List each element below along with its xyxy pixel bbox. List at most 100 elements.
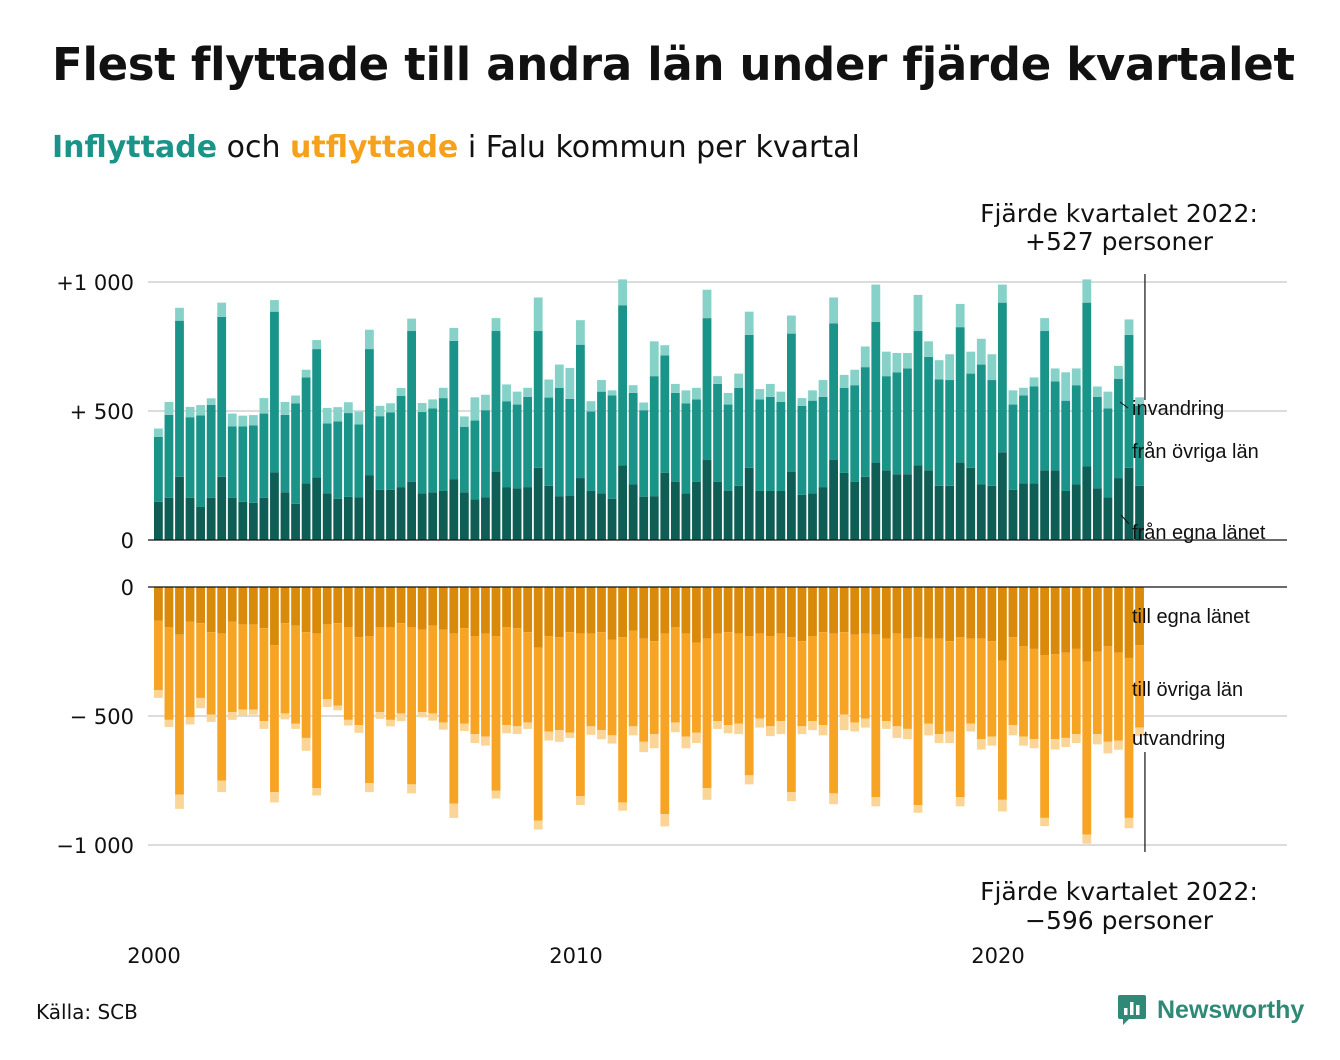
bar-till-ovriga-lan <box>1019 646 1028 737</box>
bar-invandring <box>829 297 838 324</box>
bar-utvandring <box>523 722 533 729</box>
bar-utvandring <box>481 736 490 746</box>
bar-fran-egna-lanet <box>1114 478 1123 540</box>
bar-invandring <box>670 383 680 393</box>
annotation-top-line2: +527 personer <box>1025 227 1214 256</box>
bar-till-egna-lanet <box>206 587 216 633</box>
bar-till-ovriga-lan <box>702 638 712 789</box>
bar-till-ovriga-lan <box>428 625 438 714</box>
bar-invandring <box>312 340 322 350</box>
bar-till-ovriga-lan <box>976 638 986 740</box>
bar-till-egna-lanet <box>322 587 332 625</box>
bar-fran-ovriga-lan <box>206 404 216 498</box>
bar-invandring <box>998 284 1007 303</box>
bar-utvandring <box>459 723 469 731</box>
bar-till-egna-lanet <box>533 587 543 648</box>
bar-invandring <box>1135 397 1144 406</box>
bar-fran-egna-lanet <box>787 471 796 540</box>
bar-fran-ovriga-lan <box>1050 381 1060 471</box>
bar-fran-ovriga-lan <box>649 376 659 497</box>
bar-till-ovriga-lan <box>217 633 227 781</box>
bar-till-egna-lanet <box>1124 587 1134 658</box>
bar-fran-ovriga-lan <box>1061 400 1071 491</box>
bar-invandring <box>301 369 311 378</box>
bar-invandring <box>227 413 237 427</box>
bar-invandring <box>206 398 216 405</box>
bar-utvandring <box>797 726 807 735</box>
bar-fran-egna-lanet <box>808 493 817 540</box>
bar-utvandring <box>755 718 765 728</box>
bar-till-egna-lanet <box>1071 587 1081 649</box>
bar-till-ovriga-lan <box>333 623 343 706</box>
bar-fran-egna-lanet <box>386 489 395 540</box>
bar-till-egna-lanet <box>554 587 564 638</box>
bar-utvandring <box>175 794 184 809</box>
bar-invandring <box>217 302 227 317</box>
bar-utvandring <box>818 725 828 736</box>
bar-till-ovriga-lan <box>1040 655 1049 818</box>
bar-utvandring <box>628 726 638 736</box>
bar-fran-egna-lanet <box>196 506 205 540</box>
series-label-till-egna-lanet: till egna länet <box>1132 606 1250 628</box>
bar-utvandring <box>618 802 627 811</box>
bar-fran-ovriga-lan <box>565 398 575 496</box>
bar-utvandring <box>692 732 701 744</box>
bar-invandring <box>871 284 881 322</box>
bar-fran-egna-lanet <box>639 496 649 540</box>
bar-till-ovriga-lan <box>1008 637 1018 726</box>
bar-fran-ovriga-lan <box>713 383 722 482</box>
bar-fran-ovriga-lan <box>1082 302 1092 467</box>
bar-fran-ovriga-lan <box>238 426 248 502</box>
bar-invandring <box>428 399 438 409</box>
bar-till-egna-lanet <box>660 587 670 634</box>
bar-fran-egna-lanet <box>692 481 701 540</box>
label-leader-fran-egna <box>1120 514 1130 525</box>
bar-fran-egna-lanet <box>270 472 279 540</box>
bar-utvandring <box>417 712 427 718</box>
bar-utvandring <box>1082 834 1092 844</box>
bar-fran-ovriga-lan <box>428 408 438 493</box>
bar-till-ovriga-lan <box>723 632 733 726</box>
bar-till-ovriga-lan <box>850 634 860 723</box>
bar-invandring <box>248 415 258 426</box>
bar-till-egna-lanet <box>438 587 448 630</box>
bar-utvandring <box>660 814 670 827</box>
bar-fran-egna-lanet <box>1071 484 1081 540</box>
bar-utvandring <box>860 718 870 728</box>
bar-fran-ovriga-lan <box>934 379 944 486</box>
bar-till-ovriga-lan <box>238 624 248 710</box>
bar-till-ovriga-lan <box>554 637 564 731</box>
bar-fran-ovriga-lan <box>185 417 195 498</box>
bar-till-ovriga-lan <box>365 636 374 784</box>
bar-invandring <box>734 373 744 388</box>
bar-fran-egna-lanet <box>702 460 712 540</box>
bar-till-ovriga-lan <box>681 633 691 737</box>
bar-till-ovriga-lan <box>808 636 817 722</box>
bar-utvandring <box>702 788 712 800</box>
bar-fran-egna-lanet <box>839 472 849 540</box>
bar-utvandring <box>217 780 227 793</box>
bar-till-egna-lanet <box>512 587 522 629</box>
bar-fran-egna-lanet <box>1082 466 1092 540</box>
series-label-fran-ovriga-lan: från övriga län <box>1132 441 1259 463</box>
bar-fran-ovriga-lan <box>280 414 290 493</box>
bar-till-egna-lanet <box>839 587 849 633</box>
bar-utvandring <box>1050 739 1060 750</box>
series-label-till-ovriga-lan: till övriga län <box>1132 679 1243 701</box>
bar-fran-egna-lanet <box>913 465 923 540</box>
bar-till-ovriga-lan <box>860 633 870 719</box>
bar-fran-ovriga-lan <box>164 414 174 498</box>
bar-utvandring <box>470 734 480 744</box>
bar-till-ovriga-lan <box>934 638 944 735</box>
bar-fran-ovriga-lan <box>829 323 838 461</box>
bar-invandring <box>955 303 965 328</box>
bar-fran-egna-lanet <box>280 492 290 540</box>
bar-fran-egna-lanet <box>628 484 638 540</box>
bar-till-egna-lanet <box>934 587 944 639</box>
bar-till-egna-lanet <box>1061 587 1071 653</box>
bar-utvandring <box>829 793 838 805</box>
y-tick-label: −1 000 <box>56 834 134 858</box>
bar-fran-ovriga-lan <box>860 367 870 477</box>
newsworthy-logo[interactable]: Newsworthy <box>1117 994 1304 1026</box>
bar-fran-ovriga-lan <box>881 376 891 471</box>
